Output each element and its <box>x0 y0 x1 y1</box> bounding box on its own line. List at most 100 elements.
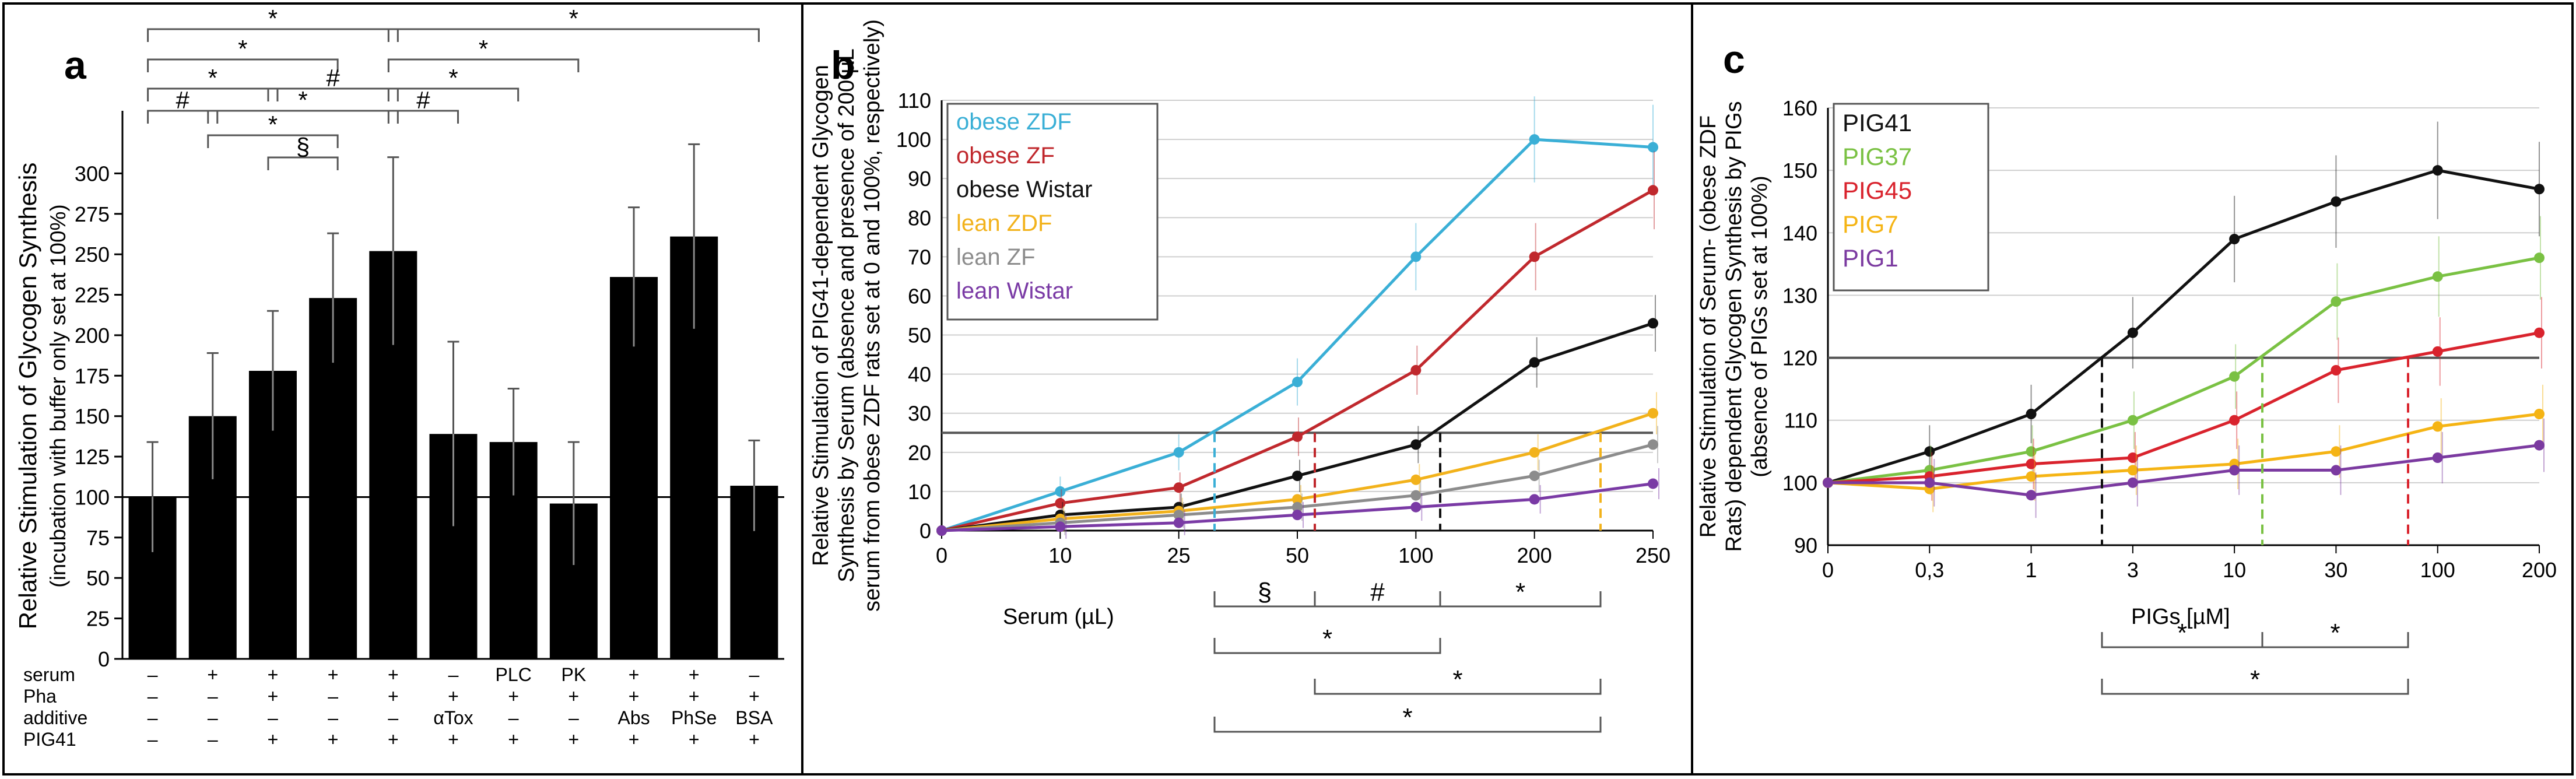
panel-a: a 0 25 50 75 100 125 150 175 200 225 250 275 300 Relat… <box>14 5 784 750</box>
condition-cell: PK <box>561 664 587 685</box>
data-point <box>1410 474 1422 485</box>
data-point <box>2432 421 2443 432</box>
data-point <box>2534 327 2545 338</box>
y-tick-label: 100 <box>1782 471 1817 495</box>
condition-cell: + <box>268 664 279 685</box>
y-tick-label: 75 <box>86 526 110 550</box>
condition-cell: + <box>268 729 279 750</box>
significance-bracket <box>387 58 580 72</box>
data-point <box>2229 415 2240 426</box>
panel-c-frame <box>1691 2 2574 776</box>
condition-cell: BSA <box>735 707 773 728</box>
x-tick-label: 1 <box>2026 558 2037 582</box>
data-point <box>1410 490 1422 501</box>
series-line <box>1827 412 2540 491</box>
condition-row-label: additive <box>23 707 87 728</box>
series-line <box>1827 256 2540 485</box>
significance-bracket <box>1213 638 1441 654</box>
legend-entry: lean ZDF <box>956 210 1052 236</box>
condition-cell: + <box>749 729 760 750</box>
data-point <box>2229 371 2240 382</box>
data-point <box>2127 465 2138 476</box>
significance-bracket <box>267 156 339 170</box>
condition-cell: – <box>208 729 218 750</box>
significance-label: * <box>1402 703 1412 732</box>
condition-cell: + <box>448 686 459 707</box>
condition-cell: αTox <box>433 707 473 728</box>
y-tick-label: 100 <box>896 128 931 152</box>
condition-row-label: PIG41 <box>23 729 76 750</box>
data-point <box>1410 501 1422 513</box>
y-axis-title: Relative Stimulation of PIG41-dependent … <box>809 65 833 566</box>
significance-label: # <box>416 86 430 114</box>
significance-label: * <box>2330 619 2340 647</box>
significance-label: * <box>1452 665 1462 694</box>
legend-box <box>946 103 1159 321</box>
y-tick-label: 0 <box>920 519 931 543</box>
data-point <box>1529 251 1540 262</box>
condition-cell: + <box>508 729 519 750</box>
condition-cell: + <box>689 664 700 685</box>
data-point <box>2331 296 2342 307</box>
y-tick-label: 90 <box>908 167 931 191</box>
condition-cell: + <box>629 686 640 707</box>
condition-cell: – <box>148 664 158 685</box>
data-point <box>1648 478 1658 489</box>
data-point <box>2127 327 2138 338</box>
data-point <box>2331 365 2342 376</box>
legend-entry: obese ZF <box>956 143 1055 169</box>
condition-row-label: Pha <box>23 686 57 707</box>
significance-bracket <box>147 58 339 72</box>
condition-cell: – <box>268 707 278 728</box>
y-tick-label: 250 <box>75 243 110 266</box>
condition-cell: + <box>568 729 580 750</box>
condition-cell: PhSe <box>671 707 717 728</box>
significance-bracket <box>2261 632 2409 648</box>
significance-label: * <box>298 86 307 114</box>
x-axis-title: Serum (µL) <box>1003 605 1114 629</box>
significance-label: # <box>176 86 190 114</box>
y-tick-label: 70 <box>908 245 931 269</box>
y-tick-label: 275 <box>75 202 110 226</box>
panel-label-c: c <box>1723 37 1745 82</box>
condition-cell: – <box>208 707 218 728</box>
condition-cell: + <box>388 664 399 685</box>
x-tick-label: 0 <box>1822 558 1834 582</box>
condition-cell: + <box>328 729 339 750</box>
legend-entry: obese ZDF <box>956 109 1072 135</box>
x-tick-label: 3 <box>2127 558 2139 582</box>
data-point <box>2534 409 2545 419</box>
significance-bracket <box>147 28 399 42</box>
data-point <box>2331 196 2342 207</box>
condition-cell: + <box>268 686 279 707</box>
y-tick-label: 160 <box>1782 96 1817 120</box>
y-tick-label: 0 <box>98 647 110 671</box>
y-axis-title: Relative Stimulation of Serum- (obese ZD… <box>1696 115 1721 538</box>
data-point <box>2432 452 2443 463</box>
y-tick-label: 125 <box>75 445 110 469</box>
significance-label: # <box>1370 578 1385 606</box>
y-axis-title: serum from obese ZDF rats set at 0 and 1… <box>860 19 885 612</box>
significance-label: * <box>208 64 217 92</box>
data-point <box>2534 440 2545 451</box>
significance-label: # <box>326 64 340 92</box>
significance-bracket <box>147 110 219 124</box>
data-point <box>2432 346 2443 357</box>
data-point <box>1410 439 1422 450</box>
panel-label-b: b <box>831 43 855 87</box>
x-tick-label: 50 <box>1286 543 1309 567</box>
legend-entry: lean Wistar <box>956 278 1073 304</box>
data-point <box>1055 486 1066 497</box>
data-point <box>1292 510 1303 521</box>
x-tick-label: 0 <box>936 543 947 567</box>
y-tick-label: 80 <box>908 206 931 230</box>
significance-bracket <box>207 110 399 124</box>
y-tick-label: 150 <box>75 405 110 429</box>
y-tick-label: 300 <box>75 162 110 185</box>
significance-label: * <box>2177 619 2187 647</box>
x-tick-label: 10 <box>2223 558 2246 582</box>
data-point <box>1292 431 1303 442</box>
y-tick-label: 110 <box>1784 409 1817 433</box>
